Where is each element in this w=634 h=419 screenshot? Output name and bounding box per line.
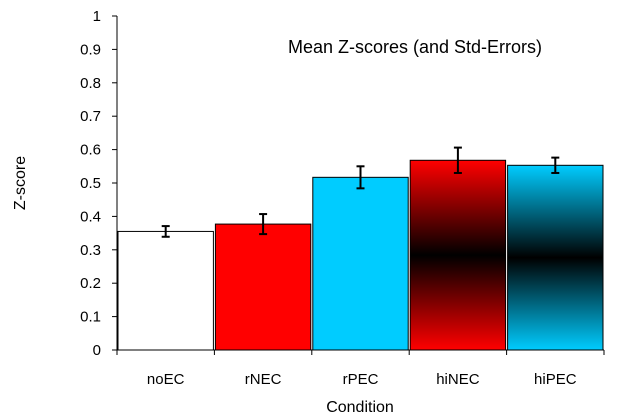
x-tick-label-hipec: hiPEC [534,371,577,388]
y-tick-label: 0.5 [80,175,101,192]
chart-title: Mean Z-scores (and Std-Errors) [288,37,542,57]
y-tick-label: 0.2 [80,275,101,292]
bar-rnec [214,223,312,351]
y-tick-label: 0.6 [80,142,101,159]
error-bar-noec [161,225,170,238]
error-bar-rpec [356,165,365,190]
bar-hipec [507,164,604,351]
x-axis-title: Condition [326,399,394,416]
x-tick-label-rpec: rPEC [343,371,379,388]
y-tick-label: 0.9 [80,41,101,58]
error-bar-rnec [259,213,268,236]
error-bar-hipec [551,156,560,174]
bar-rpec [312,176,409,351]
axes-layer: noEC rNEC rPEC hiNEC hiPEC 0 0.1 0.2 0.3 0.4 0.5 0.… [80,8,605,388]
y-tick-label: 0.1 [80,309,101,326]
x-tick-label-noec: noEC [147,371,185,388]
x-tick-label-rnec: rNEC [245,371,282,388]
y-tick-label: 0 [93,342,101,359]
y-tick-label: 1 [93,8,101,25]
bar-hinec [409,159,507,351]
y-axis-title: Z-score [12,156,29,210]
x-tick-label-hinec: hiNEC [436,371,480,388]
error-bar-hinec [453,146,462,174]
y-tick-label: 0.4 [80,208,101,225]
y-tick-label: 0.7 [80,108,101,125]
error-bars-layer [161,146,560,238]
bar-noec [117,230,214,351]
y-tick-label: 0.3 [80,242,101,259]
y-tick-label: 0.8 [80,75,101,92]
